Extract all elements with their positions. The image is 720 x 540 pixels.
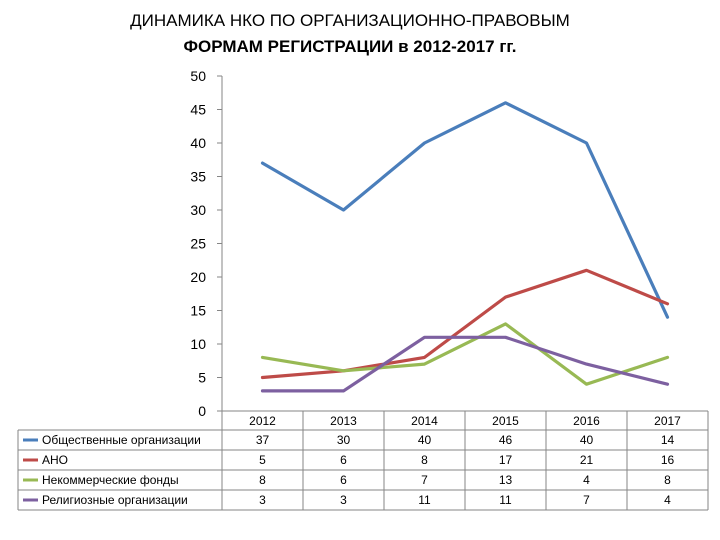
data-point — [504, 101, 507, 105]
series-line — [260, 322, 670, 386]
data-point — [342, 389, 345, 393]
chart-title-line-2: ФОРМАМ РЕГИСТРАЦИИ в 2012-2017 гг. — [183, 37, 517, 56]
chart-title: ДИНАМИКА НКО ПО ОРГАНИЗАЦИОННО-ПРАВОВЫМ … — [40, 8, 660, 60]
y-tick-label: 20 — [190, 269, 206, 285]
y-tick-label: 25 — [190, 236, 206, 252]
data-table-cell: 8 — [664, 473, 671, 487]
data-table-cell: 37 — [256, 433, 270, 447]
y-tick-label: 10 — [190, 336, 206, 352]
data-table-cell: 40 — [418, 433, 432, 447]
data-table-cell: 6 — [340, 473, 347, 487]
data-table-cell: 3 — [340, 493, 347, 507]
data-table-cell: 40 — [580, 433, 594, 447]
x-category-label: 2014 — [411, 414, 438, 428]
data-point — [261, 356, 264, 359]
y-tick-label: 50 — [190, 68, 206, 84]
y-tick-label: 35 — [190, 169, 206, 185]
series-line — [260, 101, 670, 319]
data-table-cell: 6 — [340, 453, 347, 467]
data-point — [423, 336, 426, 339]
data-table-cell: 46 — [499, 433, 513, 447]
y-tick-label: 0 — [198, 403, 206, 419]
data-point — [504, 322, 507, 326]
data-table-cell: 13 — [499, 473, 513, 487]
series-line — [260, 268, 670, 380]
x-category-label: 2013 — [330, 414, 357, 428]
y-tick-label: 5 — [198, 370, 206, 386]
chart-title-line-1: ДИНАМИКА НКО ПО ОРГАНИЗАЦИОННО-ПРАВОВЫМ — [130, 11, 570, 30]
data-point — [423, 356, 426, 359]
y-tick-label: 45 — [190, 102, 206, 118]
x-category-label: 2016 — [573, 414, 600, 428]
data-point — [666, 356, 669, 359]
y-tick-label: 30 — [190, 202, 206, 218]
data-point — [666, 383, 669, 386]
data-table-cell: 7 — [583, 493, 590, 507]
series-line — [260, 335, 670, 393]
x-category-label: 2017 — [654, 414, 681, 428]
data-table-cell: 16 — [661, 453, 675, 467]
data-point — [342, 369, 345, 372]
legend-entry: Общественные организации — [42, 433, 201, 447]
data-point — [585, 141, 588, 145]
data-table-cell: 5 — [259, 453, 266, 467]
data-table-cell: 3 — [259, 493, 266, 507]
x-category-label: 2012 — [249, 414, 276, 428]
data-table-cell: 11 — [418, 493, 431, 507]
legend-entry: АНО — [42, 453, 68, 467]
data-point — [585, 362, 588, 366]
data-point — [666, 302, 669, 305]
data-point — [585, 383, 588, 386]
data-table-cell: 11 — [499, 493, 512, 507]
data-point — [666, 316, 669, 319]
data-table-cell: 8 — [421, 453, 428, 467]
y-tick-label: 15 — [190, 303, 206, 319]
data-point — [423, 362, 426, 366]
x-category-label: 2015 — [492, 414, 519, 428]
data-point — [261, 376, 264, 379]
legend-entry: Некоммерческие фонды — [42, 473, 179, 487]
data-table-cell: 17 — [499, 453, 513, 467]
data-table-cell: 21 — [580, 453, 594, 467]
data-table-cell: 4 — [583, 473, 590, 487]
data-table-cell: 7 — [421, 473, 428, 487]
data-table-cell: 8 — [259, 473, 266, 487]
data-point — [504, 295, 507, 299]
data-point — [342, 208, 345, 212]
data-table-cell: 4 — [664, 493, 671, 507]
y-tick-label: 40 — [190, 135, 206, 151]
data-table-cell: 14 — [661, 433, 675, 447]
data-point — [504, 336, 507, 339]
data-point — [261, 161, 264, 165]
data-table-cell: 30 — [337, 433, 351, 447]
data-point — [423, 141, 426, 145]
data-point — [261, 389, 264, 393]
legend-entry: Религиозные организации — [42, 493, 188, 507]
data-point — [585, 269, 588, 272]
